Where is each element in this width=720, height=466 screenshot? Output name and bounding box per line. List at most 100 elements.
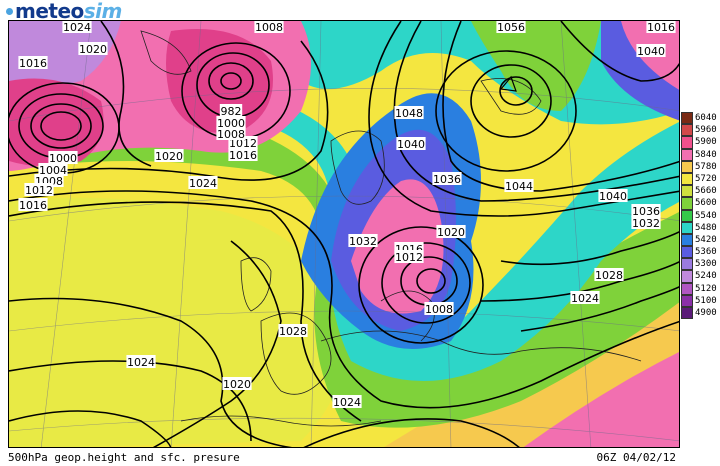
legend-label: 5960 — [695, 125, 717, 136]
field-pink-se — [523, 352, 679, 447]
legend-row: 5660 — [681, 185, 719, 198]
color-legend: 6040 5960 5900 5840 5780 5720 5660 5600 5540 5480… — [681, 112, 719, 320]
legend-row: 5360 — [681, 246, 719, 259]
legend-row: 5120 — [681, 282, 719, 295]
pressure-label: 1036 — [432, 172, 462, 186]
legend-row: 5600 — [681, 197, 719, 210]
pressure-label-text: 1020 — [223, 378, 251, 391]
legend-swatch — [681, 209, 693, 222]
legend-label: 5720 — [695, 173, 717, 184]
pressure-label: 1024 — [570, 291, 600, 305]
pressure-label-box — [594, 268, 624, 281]
legend-row: 5300 — [681, 258, 719, 271]
pressure-label: 1016 — [228, 148, 258, 162]
pressure-label-box — [396, 137, 426, 150]
pressure-label: 1024 — [62, 21, 92, 34]
legend-label: 6040 — [695, 113, 717, 123]
legend-row: 5240 — [681, 270, 719, 283]
pressure-label-text: 1016 — [647, 21, 675, 34]
field-green-north — [471, 21, 601, 111]
legend-label: 5300 — [695, 259, 717, 270]
pressure-label: 1016 — [18, 56, 48, 70]
pressure-label-text: 1024 — [333, 396, 361, 409]
pressure-label-text: 1000 — [217, 117, 245, 130]
pressure-label-text: 1016 — [19, 57, 47, 70]
pressure-label-box — [188, 176, 218, 189]
pressure-label-box — [38, 163, 68, 176]
legend-swatch — [681, 221, 693, 234]
pressure-label: 1028 — [594, 268, 624, 282]
pressure-label-text: 982 — [221, 105, 242, 118]
pressure-label-text: 1048 — [395, 107, 423, 120]
pressure-label-box — [154, 149, 184, 162]
pressure-label-text: 1004 — [39, 164, 67, 177]
pressure-label: 1016 — [646, 21, 676, 34]
field-violet-ne — [601, 21, 679, 121]
legend-label: 5240 — [695, 271, 717, 282]
legend-swatch — [681, 172, 693, 186]
pressure-label-box — [24, 183, 54, 196]
legend-label: 5120 — [695, 283, 717, 294]
map-canvas: 1024102010161000100410081012101610201024… — [9, 21, 679, 447]
pressure-label-box — [48, 151, 78, 164]
pressure-label-text: 1008 — [255, 21, 283, 34]
pressure-label: 1020 — [78, 42, 108, 56]
legend-row: 5720 — [681, 172, 719, 186]
pressure-label-text: 1020 — [437, 226, 465, 239]
pressure-label: 1040 — [636, 44, 666, 58]
pressure-label: 1056 — [496, 21, 526, 34]
legend-label: 5660 — [695, 186, 717, 197]
legend-row: 5540 — [681, 209, 719, 222]
pressure-label-box — [432, 172, 462, 185]
pressure-label: 1036 — [631, 204, 661, 218]
pressure-label-text: 1056 — [497, 21, 525, 34]
logo-text: meteosim — [15, 0, 122, 23]
legend-row: 5960 — [681, 124, 719, 137]
legend-label: 4900 — [695, 308, 717, 318]
pressure-label-text: 1032 — [632, 217, 660, 230]
pressure-label-box — [394, 250, 424, 263]
pressure-label-text: 1024 — [127, 356, 155, 369]
pressure-label-box — [216, 116, 246, 129]
caption-timestamp: 06Z 04/02/12 — [596, 451, 676, 464]
coastlines — [140, 30, 642, 427]
pressure-label-box — [216, 127, 246, 140]
pressure-label-box — [62, 21, 92, 33]
pressure-label-text: 1044 — [505, 180, 533, 193]
pressure-label: 1020 — [222, 377, 252, 391]
pressure-label-box — [631, 216, 661, 229]
legend-swatch — [681, 294, 693, 307]
pressure-label-box — [424, 302, 454, 315]
pressure-label-text: 1016 — [19, 199, 47, 212]
pressure-label-text: 1020 — [79, 43, 107, 56]
pressure-label-box — [254, 21, 284, 33]
pressure-label: 1024 — [126, 355, 156, 369]
pressure-label-text: 1012 — [25, 184, 53, 197]
pressure-label-box — [18, 198, 48, 211]
pressure-label: 1044 — [504, 179, 534, 193]
pressure-label-text: 1008 — [425, 303, 453, 316]
pressure-label: 1012 — [24, 183, 54, 197]
legend-swatch — [681, 307, 693, 320]
pressure-label: 1048 — [394, 106, 424, 120]
pressure-label: 1000 — [216, 116, 246, 130]
legend-swatch — [681, 282, 693, 295]
legend-swatch — [681, 160, 693, 173]
pressure-label-text: 1032 — [349, 235, 377, 248]
pressure-label: 1012 — [228, 136, 258, 150]
field-violet-nw — [9, 21, 121, 91]
pressure-label-text: 1040 — [599, 190, 627, 203]
legend-swatch — [681, 148, 693, 161]
pressure-label-text: 1024 — [571, 292, 599, 305]
legend-label: 5480 — [695, 222, 717, 233]
pressure-label-box — [570, 291, 600, 304]
pressure-label: 1040 — [598, 189, 628, 203]
pressure-label-text: 1028 — [595, 269, 623, 282]
pressure-label-box — [504, 179, 534, 192]
legend-row: 5420 — [681, 233, 719, 247]
legend-label: 5360 — [695, 247, 717, 258]
legend-label: 5420 — [695, 234, 717, 245]
pressure-label: 1016 — [18, 198, 48, 212]
legend-swatch — [681, 112, 693, 125]
logo-bubble-icon — [6, 7, 13, 15]
